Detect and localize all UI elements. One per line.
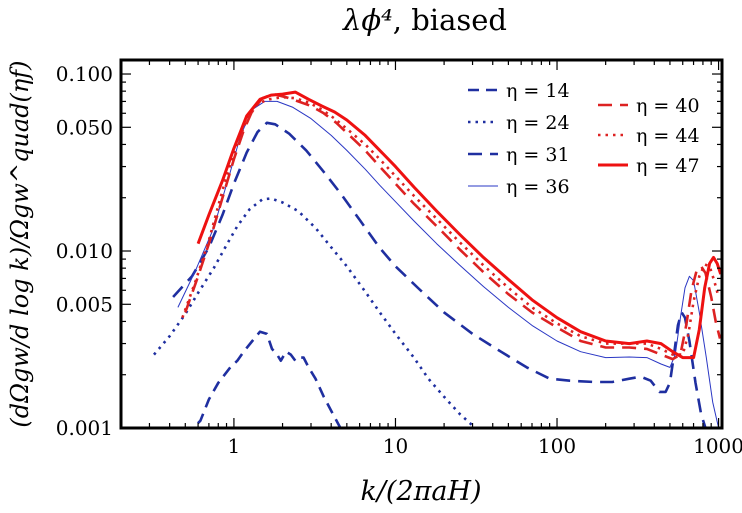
- tick-labels: 1 10 100 1000 0.001 0.005 0.010 0.050 0.100: [56, 62, 742, 458]
- chart-title: λϕ⁴, biased: [342, 3, 507, 37]
- legend-label-2: η = 31: [506, 144, 570, 166]
- y-tick-label: 0.001: [56, 416, 113, 440]
- x-tick-label: 100: [538, 434, 576, 458]
- plot-frame: [119, 58, 724, 430]
- legend-label-3: η = 36: [506, 176, 570, 198]
- series-line-0: [191, 330, 342, 428]
- legend-label-6: η = 47: [636, 155, 700, 177]
- legend-label-5: η = 44: [636, 125, 700, 147]
- plot-area: [153, 90, 722, 428]
- chart-title-math: λϕ⁴: [342, 3, 393, 37]
- legend-label-0: η = 14: [506, 80, 570, 102]
- x-tick-label: 10: [383, 434, 408, 458]
- axis-ticks: [120, 60, 722, 429]
- series-line-2: [172, 121, 707, 428]
- series-line-3: [177, 100, 720, 428]
- legend: η = 14 η = 24 η = 31 η = 36 η = 40 η = 44 η = …: [468, 80, 700, 198]
- y-tick-label: 0.050: [56, 115, 113, 139]
- x-axis-label: k/(2πaH): [360, 476, 481, 507]
- y-tick-label: 0.005: [56, 292, 113, 316]
- y-axis-label: (dΩgw/d log k)/Ωgw^quad(ηf): [6, 60, 34, 427]
- x-tick-label: 1: [228, 434, 241, 458]
- series-line-6: [196, 90, 722, 360]
- legend-label-1: η = 24: [506, 112, 570, 134]
- legend-label-4: η = 40: [636, 95, 700, 117]
- y-tick-label: 0.010: [56, 239, 113, 263]
- y-tick-label: 0.100: [56, 62, 113, 86]
- x-tick-label: 1000: [693, 434, 742, 458]
- chart-title-rest: , biased: [393, 3, 507, 37]
